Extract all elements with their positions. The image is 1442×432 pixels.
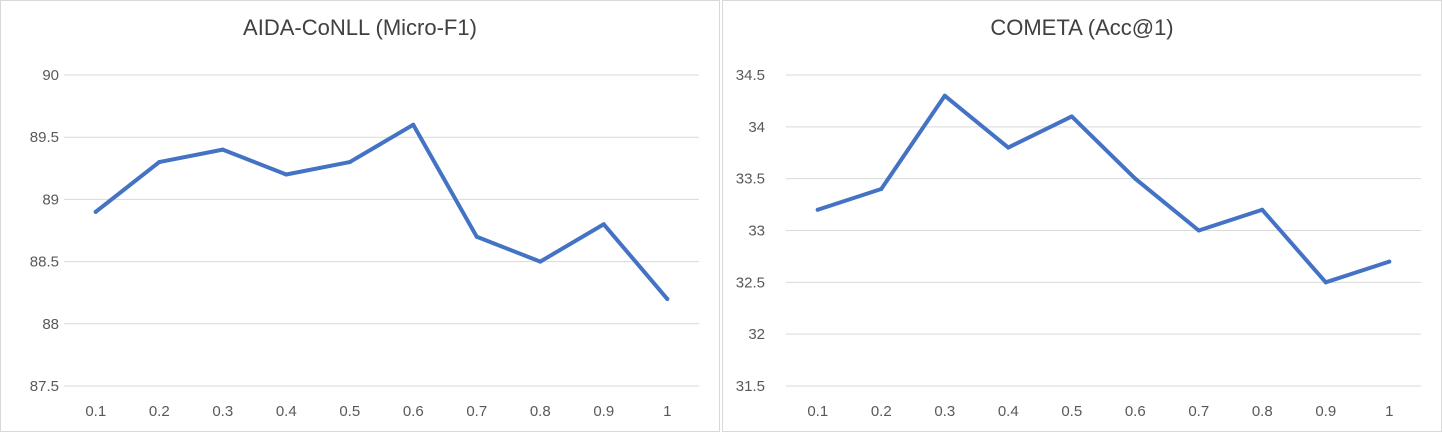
x-tick-label: 0.9 xyxy=(593,403,614,420)
y-tick-label: 34.5 xyxy=(736,67,765,84)
chart-panel-cometa: COMETA (Acc@1) 31.5 32 32.5 33 33.5 34 34.5 0.1… xyxy=(722,0,1442,432)
x-tick-label: 0.5 xyxy=(339,403,360,420)
x-tick-label: 0.3 xyxy=(212,403,233,420)
series-line xyxy=(93,122,670,301)
x-tick-label: 0.4 xyxy=(998,403,1019,420)
x-tick-label: 1 xyxy=(663,403,671,420)
y-tick-label: 32 xyxy=(748,326,765,343)
data-point xyxy=(220,147,225,152)
y-tick-label: 88.5 xyxy=(30,254,59,271)
x-tick-label: 0.6 xyxy=(403,403,424,420)
data-point xyxy=(1006,145,1011,150)
y-tick-label: 88 xyxy=(42,316,59,333)
y-tick-label: 31.5 xyxy=(736,378,765,395)
x-tick-label: 0.7 xyxy=(466,403,487,420)
data-point xyxy=(411,122,416,127)
x-tick-label: 0.4 xyxy=(276,403,297,420)
x-tick-label: 0.1 xyxy=(807,403,828,420)
x-tick-label: 0.1 xyxy=(85,403,106,420)
data-point xyxy=(879,187,884,192)
series-line xyxy=(815,93,1392,285)
y-tick-label: 87.5 xyxy=(30,378,59,395)
x-tick-label: 0.8 xyxy=(530,403,551,420)
data-point xyxy=(93,209,98,214)
data-point xyxy=(601,222,606,227)
x-tick-label: 0.6 xyxy=(1125,403,1146,420)
x-tick-label: 0.2 xyxy=(871,403,892,420)
x-tick-label: 1 xyxy=(1385,403,1393,420)
x-tick-label: 0.7 xyxy=(1188,403,1209,420)
x-tick-label: 0.5 xyxy=(1061,403,1082,420)
chart-title: AIDA-CoNLL (Micro-F1) xyxy=(243,15,477,40)
chart-title: COMETA (Acc@1) xyxy=(990,15,1174,40)
data-point xyxy=(1260,207,1265,212)
data-point xyxy=(1069,114,1074,119)
x-tick-label: 0.3 xyxy=(934,403,955,420)
data-point xyxy=(665,296,670,301)
x-tick-label: 0.8 xyxy=(1252,403,1273,420)
y-tick-label: 34 xyxy=(748,119,765,136)
data-point xyxy=(1323,280,1328,285)
data-point xyxy=(347,160,352,165)
line-chart-cometa: 31.5 32 32.5 33 33.5 34 34.5 0.1 0.2 0.3 0.4 0.5 0.6… xyxy=(736,67,1421,420)
data-point xyxy=(157,160,162,165)
y-tick-label: 89 xyxy=(42,191,59,208)
x-tick-label: 0.2 xyxy=(149,403,170,420)
data-point xyxy=(474,234,479,239)
data-point xyxy=(1387,259,1392,264)
y-tick-label: 90 xyxy=(42,67,59,84)
data-point xyxy=(538,259,543,264)
data-point xyxy=(942,93,947,98)
data-point xyxy=(284,172,289,177)
y-tick-label: 32.5 xyxy=(736,274,765,291)
y-tick-label: 33.5 xyxy=(736,171,765,188)
chart-panel-aida-conll: AIDA-CoNLL (Micro-F1) 87.5 88 88.5 89 89.5 90… xyxy=(0,0,720,432)
y-tick-label: 33 xyxy=(748,223,765,240)
data-point xyxy=(1133,176,1138,181)
data-point xyxy=(815,207,820,212)
y-tick-label: 89.5 xyxy=(30,129,59,146)
x-tick-label: 0.9 xyxy=(1315,403,1336,420)
line-chart-aida-conll: 87.5 88 88.5 89 89.5 90 0.1 0.2 0.3 0.4 0.5 0.6 0.7 0… xyxy=(30,67,699,420)
data-point xyxy=(1196,228,1201,233)
